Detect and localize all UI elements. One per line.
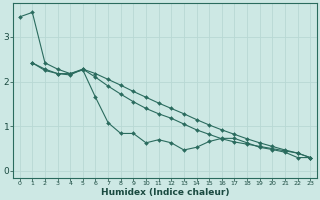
X-axis label: Humidex (Indice chaleur): Humidex (Indice chaleur) [101,188,229,197]
